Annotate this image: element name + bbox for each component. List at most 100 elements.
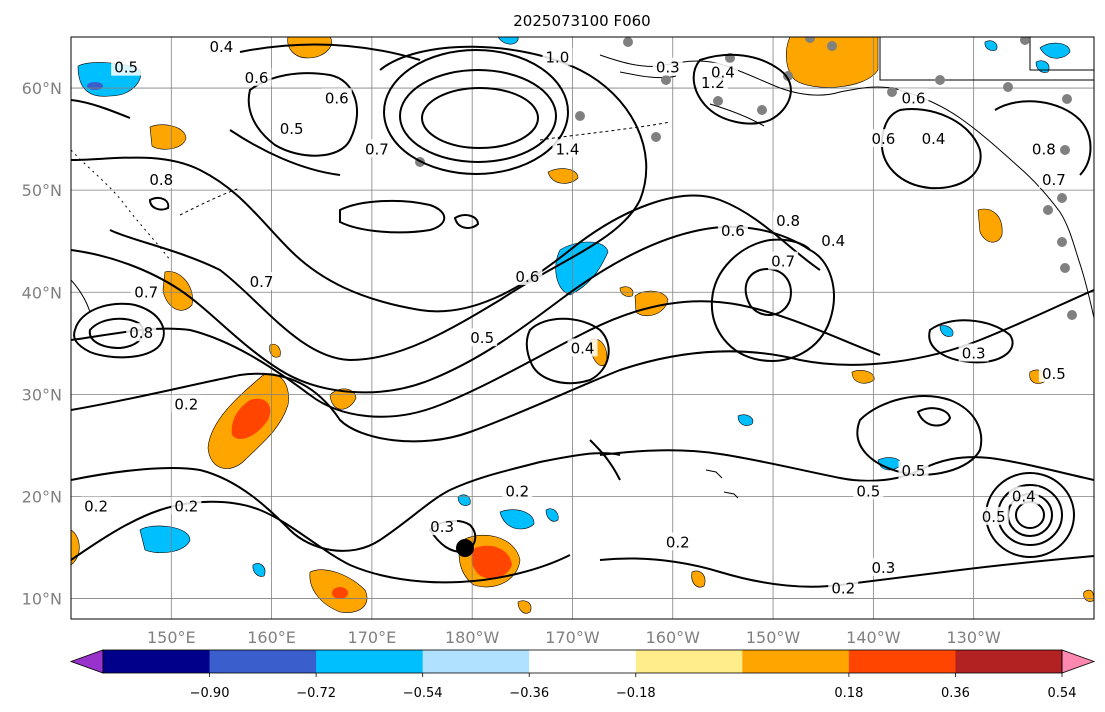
contour-label-bg xyxy=(567,338,598,357)
contour-label: 0.5 xyxy=(856,482,880,500)
colorbar-bin xyxy=(422,650,530,673)
latitude-tick-labels: 60°N 50°N 40°N 30°N 20°N 10°N xyxy=(22,79,62,609)
lat-tick-label: 10°N xyxy=(22,590,62,609)
contour-label-bg xyxy=(898,460,929,479)
contour-label-bg xyxy=(111,57,142,76)
contour-label: 0.7 xyxy=(771,253,795,271)
contour-label: 0.6 xyxy=(871,130,895,148)
contour-label: 1.4 xyxy=(556,140,580,158)
contour-label: 0.6 xyxy=(902,89,926,107)
contour-label-bg xyxy=(512,266,543,285)
lon-tick-label: 140°W xyxy=(846,628,901,647)
contour-label: 0.8 xyxy=(776,212,800,230)
contour-label-bg xyxy=(868,557,899,576)
contour-label: 0.5 xyxy=(902,462,926,480)
colorbar-bin xyxy=(209,650,317,673)
contour-label: 0.2 xyxy=(174,396,198,414)
lon-tick-label: 130°W xyxy=(946,628,1001,647)
colorbar-extend-high xyxy=(1061,649,1096,674)
contour-label: 0.4 xyxy=(922,130,946,148)
contour-label: 0.5 xyxy=(982,508,1006,526)
contour-label: 0.4 xyxy=(210,38,234,56)
contour-label-bg xyxy=(552,139,583,158)
contour-label: 0.2 xyxy=(174,498,198,516)
contour-label-bg xyxy=(717,221,748,239)
contour-label: 0.4 xyxy=(821,232,845,250)
contour-label: 0.4 xyxy=(571,339,595,357)
contour-label-bg xyxy=(502,481,533,500)
contour-label: 0.6 xyxy=(721,222,745,240)
contour-label: 0.3 xyxy=(656,59,680,77)
storm-center-marker xyxy=(456,539,474,557)
lon-tick-label: 170°E xyxy=(348,628,397,647)
contour-label: 0.2 xyxy=(831,579,855,597)
colorbar-extend-low xyxy=(69,649,104,674)
contour-label-bg xyxy=(131,282,162,301)
colorbar-tick-label: −0.54 xyxy=(403,686,443,701)
contour-label: 0.6 xyxy=(245,69,269,87)
colorbar-tick-label: −0.36 xyxy=(509,686,549,701)
contour-label-bg xyxy=(361,139,392,158)
station-markers xyxy=(415,37,1077,320)
contour-label-bg xyxy=(898,88,929,107)
contour-label: 0.2 xyxy=(84,498,108,516)
colorbar-bin xyxy=(635,650,743,673)
contour-label-bg xyxy=(828,578,859,597)
lat-tick-label: 50°N xyxy=(22,181,62,200)
contour-label: 0.7 xyxy=(365,140,389,158)
contour-label-bg xyxy=(662,532,693,551)
contour-label: 0.7 xyxy=(134,283,158,301)
colorbar-bin xyxy=(742,650,850,673)
contour-label: 0.3 xyxy=(871,559,895,577)
contour-label: 0.7 xyxy=(1042,171,1066,189)
contour-label: 0.2 xyxy=(505,482,529,500)
lon-tick-label: 160°W xyxy=(646,628,701,647)
contour-label: 1.0 xyxy=(545,48,569,66)
colorbar-bin xyxy=(529,650,637,673)
contour-label-bg xyxy=(126,323,157,342)
lat-tick-label: 20°N xyxy=(22,487,62,506)
colorbar-tick-label: −0.18 xyxy=(616,686,656,701)
contour-label-bg xyxy=(958,343,989,362)
contour-label: 0.5 xyxy=(280,120,304,138)
contour-label: 0.3 xyxy=(430,518,454,536)
contour-label-bg xyxy=(818,231,849,250)
contour-label-bg xyxy=(321,88,352,107)
contour-label-bg xyxy=(171,394,202,413)
contour-label-bg xyxy=(1008,486,1039,505)
contour-label-bg xyxy=(918,129,949,148)
contour-label-bg xyxy=(1028,139,1059,158)
contour-label-bg xyxy=(652,57,683,76)
colorbar-tick-label: 0.36 xyxy=(941,686,970,701)
contour-label-bg xyxy=(853,481,884,500)
contour-label-bg xyxy=(1038,363,1069,382)
contour-label: 0.6 xyxy=(325,89,349,107)
colorbar-bin xyxy=(316,650,424,673)
contour-label: 0.3 xyxy=(962,345,986,363)
contour-label-bg xyxy=(707,62,738,81)
colorbar-bin xyxy=(955,650,1063,673)
colorbar-frame xyxy=(102,649,1063,674)
contour-label: 0.8 xyxy=(1032,140,1056,158)
lon-tick-label: 180°W xyxy=(445,628,500,647)
contour-label-bg xyxy=(542,47,573,66)
contour-label-bg xyxy=(246,272,277,291)
contour-label: 0.8 xyxy=(129,324,153,342)
contour-label-bg xyxy=(171,496,202,515)
contour-label-bg xyxy=(868,129,899,148)
colorbar xyxy=(69,649,1096,674)
contour-label: 0.5 xyxy=(470,329,494,347)
contour-label-bg xyxy=(241,67,272,86)
contour-label: 0.6 xyxy=(515,268,539,286)
map-title: 2025073100 F060 xyxy=(513,12,650,30)
lat-tick-label: 30°N xyxy=(22,385,62,404)
contour-label-bg xyxy=(146,169,177,188)
graticule xyxy=(71,37,1094,619)
colorbar-tick-label: −0.90 xyxy=(190,686,230,701)
contour-label: 0.7 xyxy=(250,273,274,291)
lon-tick-label: 170°W xyxy=(545,628,600,647)
anomaly-shading xyxy=(71,37,1094,614)
contour-label-bg xyxy=(773,210,804,229)
colorbar-tick-label: 0.18 xyxy=(834,686,863,701)
